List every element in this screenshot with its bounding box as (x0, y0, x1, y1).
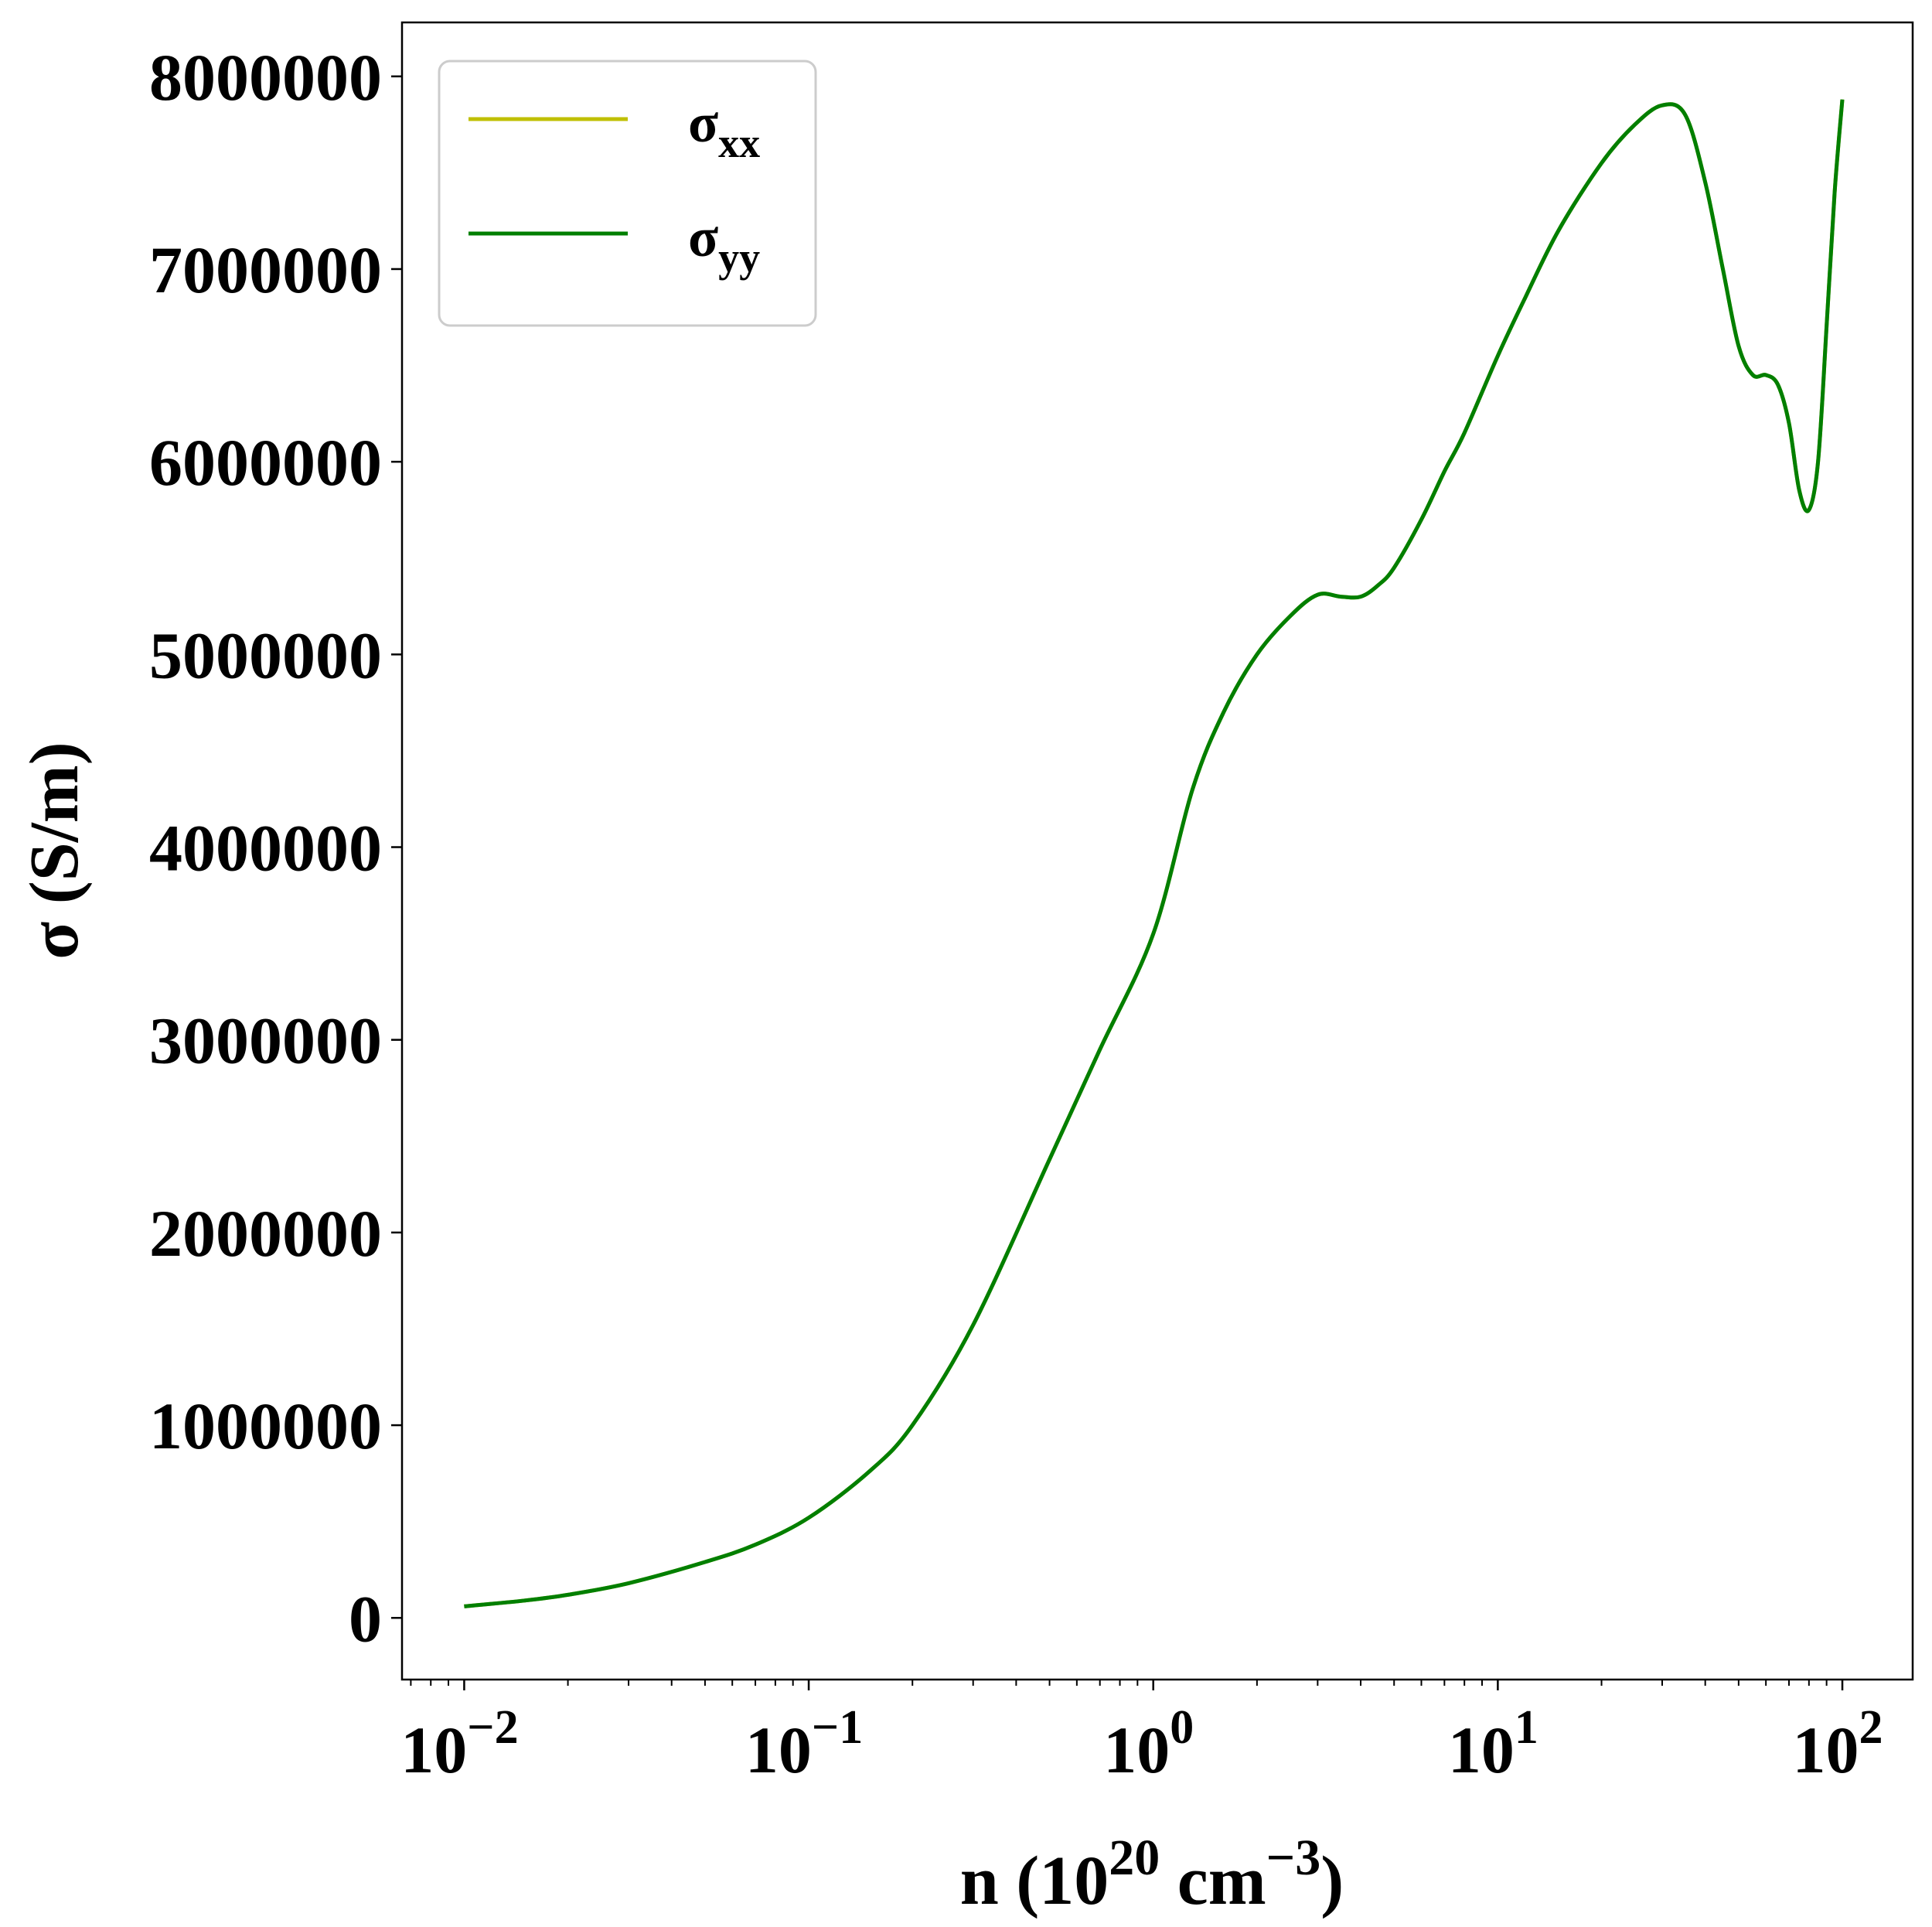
y-tick-label: 7000000 (149, 233, 382, 307)
x-tick-label: 100 (1103, 1701, 1194, 1787)
x-axis-ticks: 10−2 10−1 100 101 102 (400, 1680, 1883, 1787)
y-tick-label: 0 (349, 1581, 382, 1656)
series-line-sigma-yy (464, 99, 1845, 1608)
y-tick-label: 3000000 (149, 1004, 382, 1078)
legend-label-sigma-yy: σyy (688, 206, 760, 281)
series-layer (464, 99, 1845, 1608)
y-tick-label: 8000000 (149, 40, 382, 114)
x-axis-label: n (1020 cm−3) (960, 1830, 1344, 1919)
y-tick-label: 4000000 (149, 811, 382, 885)
y-tick-label: 5000000 (149, 618, 382, 692)
legend-box (438, 60, 817, 327)
y-tick-label: 2000000 (149, 1196, 382, 1270)
y-axis-label: σ (S/m) (16, 742, 93, 959)
y-axis-ticks: 0 1000000 2000000 3000000 4000000 5000000 6000… (149, 40, 402, 1656)
x-tick-label: 102 (1793, 1701, 1883, 1787)
y-tick-label: 1000000 (149, 1389, 382, 1463)
legend-label-sigma-xx: σxx (688, 92, 760, 166)
x-tick-label: 101 (1448, 1701, 1538, 1787)
legend: σxx σyy (438, 60, 817, 327)
x-tick-label: 10−1 (745, 1701, 863, 1787)
y-tick-label: 6000000 (149, 425, 382, 500)
x-tick-label: 10−2 (400, 1701, 518, 1787)
